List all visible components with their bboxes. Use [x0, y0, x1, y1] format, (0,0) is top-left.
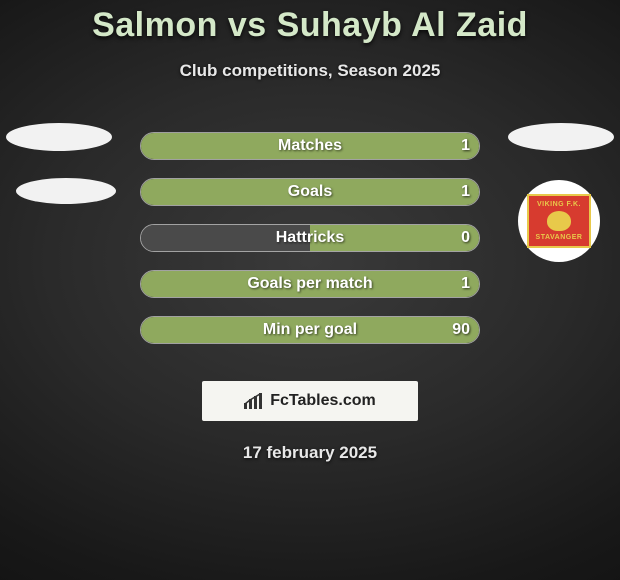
stat-label: Hattricks: [276, 229, 344, 247]
stat-label: Goals per match: [247, 275, 372, 293]
stat-rows: Matches 1 Goals 1 Hattricks 0 Goals per match 1…: [0, 123, 620, 353]
stat-label: Matches: [278, 137, 342, 155]
stat-row: Hattricks 0: [0, 215, 620, 261]
content: Salmon vs Suhayb Al Zaid Club competitio…: [0, 0, 620, 580]
stat-row: Goals 1: [0, 169, 620, 215]
stat-row: Matches 1: [0, 123, 620, 169]
fctables-text: FcTables.com: [270, 392, 376, 410]
stat-bar: Hattricks: [140, 224, 480, 252]
fctables-watermark: FcTables.com: [202, 381, 418, 421]
stat-value-right: 0: [461, 229, 470, 247]
stat-value-right: 1: [461, 183, 470, 201]
bar-chart-icon: [244, 393, 264, 409]
date-text: 17 february 2025: [0, 443, 620, 463]
stat-label: Min per goal: [263, 321, 357, 339]
stat-value-right: 90: [452, 321, 470, 339]
subtitle: Club competitions, Season 2025: [0, 61, 620, 81]
stat-row: Min per goal 90: [0, 307, 620, 353]
stat-row: Goals per match 1: [0, 261, 620, 307]
page-title: Salmon vs Suhayb Al Zaid: [0, 6, 620, 45]
stat-value-right: 1: [461, 137, 470, 155]
stat-bar: Matches: [140, 132, 480, 160]
stat-bar: Goals per match: [140, 270, 480, 298]
stat-bar: Min per goal: [140, 316, 480, 344]
stat-label: Goals: [288, 183, 332, 201]
stat-bar: Goals: [140, 178, 480, 206]
stat-value-right: 1: [461, 275, 470, 293]
